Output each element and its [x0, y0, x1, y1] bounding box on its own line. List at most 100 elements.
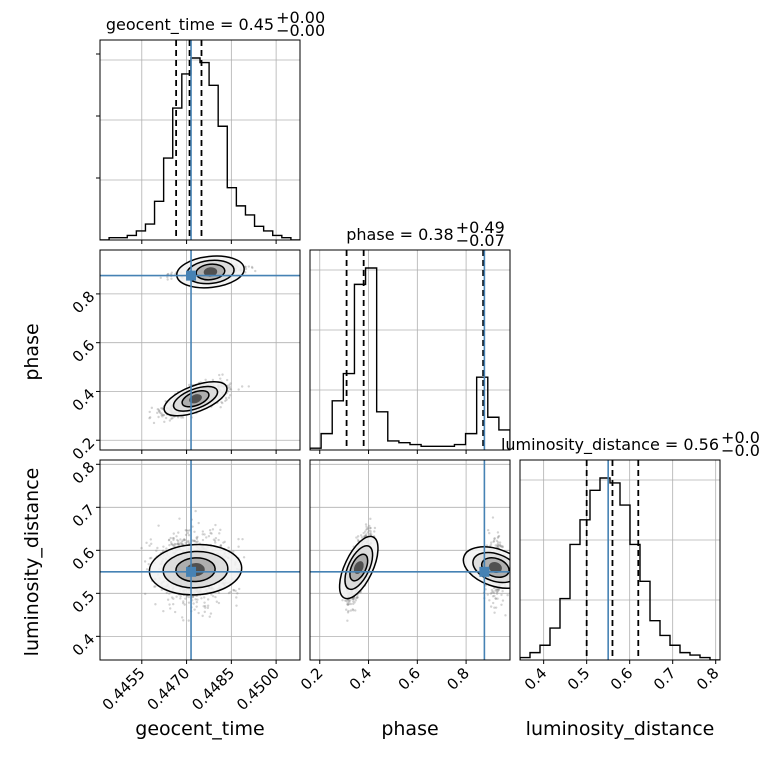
sample-point — [181, 416, 185, 419]
sample-point — [224, 399, 227, 403]
panel-content — [100, 250, 300, 450]
sample-point — [150, 542, 153, 545]
sample-point — [187, 595, 191, 599]
sample-point — [167, 538, 171, 542]
sample-point — [157, 408, 160, 412]
sample-point — [363, 534, 367, 537]
sample-point — [219, 406, 222, 409]
sample-point — [181, 539, 185, 542]
sample-point — [221, 401, 224, 405]
sample-point — [191, 525, 194, 528]
sample-point — [166, 278, 169, 281]
sample-point — [196, 598, 199, 601]
sample-point — [225, 398, 228, 402]
sample-point — [195, 540, 198, 544]
sample-point — [497, 588, 501, 591]
sample-point — [169, 541, 173, 544]
sample-point — [180, 542, 183, 546]
sample-point — [162, 413, 165, 417]
sample-point — [204, 606, 207, 609]
sample-point — [210, 532, 213, 535]
sample-point — [187, 541, 191, 545]
panel-background — [310, 250, 510, 450]
sample-point — [169, 607, 172, 610]
sample-point — [493, 611, 496, 614]
sample-point — [192, 539, 195, 543]
sample-point — [360, 536, 364, 539]
ytick-label: 0.8 — [69, 458, 99, 488]
sample-point — [365, 525, 368, 529]
sample-point — [167, 272, 170, 276]
sample-point — [490, 591, 494, 594]
sample-point — [195, 600, 199, 604]
title-sup: +0.00 — [276, 8, 325, 27]
sample-point — [496, 531, 500, 534]
sample-point — [178, 517, 181, 520]
sample-point — [143, 560, 147, 563]
sample-point — [493, 537, 496, 541]
sample-point — [346, 619, 349, 622]
sample-point — [206, 598, 210, 601]
panel-frame — [99, 249, 301, 451]
sample-point — [369, 530, 372, 533]
sample-point — [345, 608, 348, 611]
xtick-label: 0.4470 — [144, 664, 194, 714]
sample-point — [184, 528, 187, 532]
sample-point — [353, 601, 356, 604]
sample-point — [501, 599, 505, 602]
sample-point — [150, 406, 154, 410]
sample-point — [211, 594, 215, 598]
sample-point — [207, 535, 211, 538]
sample-point — [185, 529, 188, 532]
sample-point — [489, 592, 493, 595]
sample-point — [170, 271, 174, 274]
sample-point — [244, 271, 247, 274]
panel-frame — [309, 249, 511, 451]
sample-point — [185, 595, 189, 598]
sample-point — [208, 615, 211, 618]
sample-point — [214, 536, 218, 540]
sample-point — [251, 266, 254, 270]
sample-point — [490, 541, 493, 544]
sample-point — [197, 611, 200, 615]
panel-frame — [99, 459, 301, 661]
sample-point — [495, 588, 498, 591]
sample-point — [232, 588, 235, 592]
density-contour — [353, 561, 364, 574]
sample-point — [144, 592, 147, 596]
sample-point — [157, 410, 161, 413]
sample-point — [203, 596, 206, 599]
xtick-label: 0.4455 — [99, 664, 149, 714]
sample-point — [235, 596, 238, 599]
sample-point — [498, 543, 502, 546]
panel-content — [520, 460, 720, 660]
sample-point — [172, 537, 176, 540]
sample-point — [173, 273, 177, 276]
sample-point — [150, 556, 153, 560]
sample-point — [217, 591, 221, 595]
sample-point — [218, 373, 221, 377]
sample-point — [168, 419, 172, 422]
sample-point — [172, 538, 175, 542]
sample-point — [489, 543, 493, 546]
sample-point — [500, 593, 503, 597]
sample-point — [369, 526, 372, 530]
sample-point — [223, 540, 226, 544]
sample-point — [164, 416, 168, 420]
sample-point — [161, 407, 164, 411]
sample-point — [168, 543, 171, 547]
sample-point — [496, 597, 499, 600]
sample-point — [345, 599, 348, 603]
sample-point — [351, 608, 354, 611]
sample-point — [356, 596, 359, 599]
xtick-label: 0.4 — [346, 664, 376, 694]
sample-point — [217, 601, 221, 605]
sample-point — [499, 544, 502, 548]
sample-point — [229, 382, 232, 385]
title-phase: phase = 0.38 — [346, 225, 453, 244]
sample-point — [220, 400, 223, 404]
sample-point — [352, 600, 355, 603]
sample-point — [491, 590, 495, 593]
